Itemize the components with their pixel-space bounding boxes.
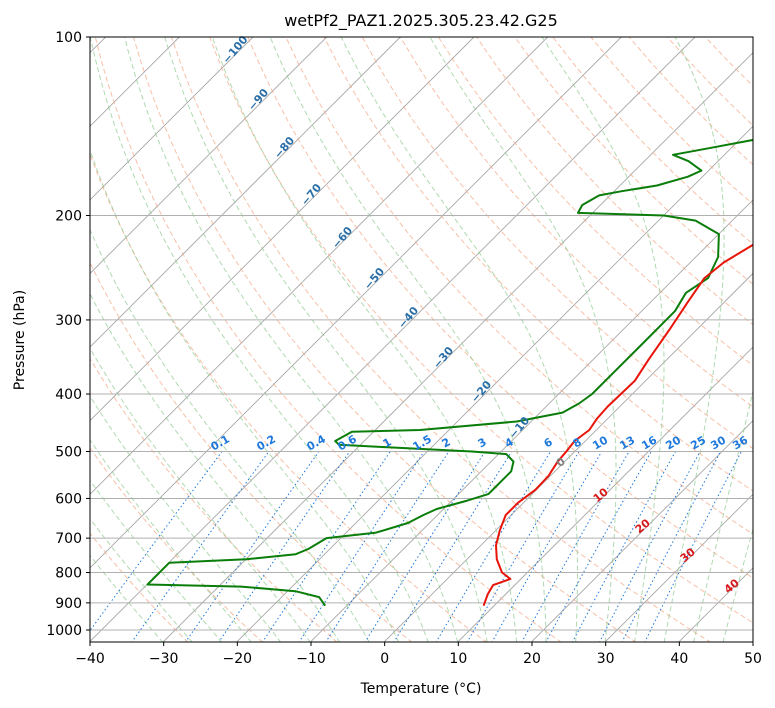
moist-adiabat-line (90, 395, 282, 642)
moist-adiabat-line (90, 228, 370, 642)
x-tick-label: 0 (380, 651, 389, 667)
moist-adiabat-line (164, 37, 488, 642)
isotherm-line (604, 493, 753, 642)
moist-adiabat-line (124, 37, 459, 642)
y-tick-label: 500 (55, 444, 82, 460)
mixing-ratio-line (599, 451, 701, 642)
plot-frame (89, 36, 754, 643)
mixing-ratio-line (218, 451, 351, 642)
y-axis-label: Pressure (hPa) (12, 290, 28, 390)
mixing-ratio-line (90, 451, 223, 632)
isotherm-line (457, 346, 753, 642)
mixing-ratio-line (545, 451, 652, 642)
moist-adiabat-line (722, 527, 753, 642)
isotherm-line (90, 37, 254, 201)
x-tick-label: 10 (449, 651, 467, 667)
mixing-ratio-line (298, 451, 425, 642)
y-tick-label: 400 (55, 387, 82, 403)
x-tick-label: 20 (523, 651, 541, 667)
moist-adiabat-line (90, 292, 341, 642)
y-tick-label: 800 (55, 566, 82, 582)
mixing-ratio-line (261, 451, 391, 642)
moist-adiabat-line (90, 439, 252, 642)
x-tick-label: −30 (149, 651, 179, 667)
dry-adiabat-line (437, 37, 753, 367)
moist-adiabat-line (541, 37, 665, 642)
isotherm-line (90, 37, 475, 422)
dry-adiabat-line (514, 37, 753, 285)
mixing-ratio-line (644, 451, 742, 642)
mixing-ratio-line (571, 451, 676, 642)
dry-adiabat-line (361, 37, 753, 450)
y-axis: 100 200 300 400 500 600 700 800 900 1000 (46, 30, 90, 639)
x-tick-label: −20 (223, 651, 253, 667)
isotherm-line (383, 272, 753, 642)
moist-adiabat-line (429, 37, 617, 642)
dry-adiabat-line (247, 37, 753, 579)
isotherm-line (531, 420, 753, 642)
moist-adiabat-line (90, 37, 429, 642)
moist-adiabat-line (90, 148, 400, 642)
x-tick-label: 30 (597, 651, 615, 667)
dry-adiabat-line (90, 261, 413, 642)
dry-adiabat-line (285, 37, 753, 535)
mixing-ratio-line (185, 451, 320, 642)
moist-adiabat-line (211, 37, 518, 642)
pressure-gridlines (90, 37, 753, 631)
moist-adiabat-line (663, 37, 725, 642)
y-tick-label: 600 (55, 491, 82, 507)
x-tick-label: −40 (75, 651, 105, 667)
dry-adiabat-line (90, 447, 264, 642)
mixing-ratio-line (435, 451, 551, 642)
isotherm-line (90, 37, 622, 569)
moist-adiabat-line (693, 389, 753, 642)
x-axis-label: Temperature (°C) (360, 681, 482, 697)
dry-adiabat-line (90, 532, 189, 642)
y-tick-label: 300 (55, 313, 82, 329)
dry-adiabat-line (90, 357, 338, 642)
y-tick-label: 700 (55, 531, 82, 547)
dry-adiabat-line (94, 37, 562, 642)
x-tick-label: 50 (744, 651, 762, 667)
isotherm-line (90, 37, 327, 275)
moist-adiabat-line (340, 37, 578, 642)
x-axis: −40 −30 −20 −10 0 10 20 30 40 50 (75, 642, 762, 667)
dewpoint-line (146, 138, 753, 607)
isotherm-line (236, 125, 753, 642)
mixing-ratio-line (521, 451, 630, 642)
moist-adiabat-line (90, 479, 223, 642)
moist-adiabat-line (90, 347, 311, 642)
isotherm-line (90, 37, 548, 495)
profile-series (146, 138, 753, 607)
x-tick-label: −10 (296, 651, 326, 667)
mixing-ratio-line (131, 451, 270, 642)
chart-title: wetPf2_PAZ1.2025.305.23.42.G25 (284, 11, 558, 31)
y-tick-label: 1000 (46, 623, 82, 639)
dry-adiabat-line (209, 37, 753, 624)
mixing-ratio-line (364, 451, 486, 642)
temperature-line (482, 243, 753, 607)
y-tick-label: 100 (55, 30, 82, 46)
y-tick-label: 900 (55, 596, 82, 612)
dry-adiabat-line (399, 37, 753, 408)
y-tick-label: 200 (55, 209, 82, 225)
isotherm-line (162, 52, 753, 642)
isotherm-line (90, 37, 401, 348)
dry-adiabat-line (323, 37, 753, 492)
isotherm-line (90, 37, 696, 642)
mixing-ratio-line (325, 451, 450, 642)
x-tick-label: 40 (670, 651, 688, 667)
dry-adiabat-line (132, 37, 637, 642)
